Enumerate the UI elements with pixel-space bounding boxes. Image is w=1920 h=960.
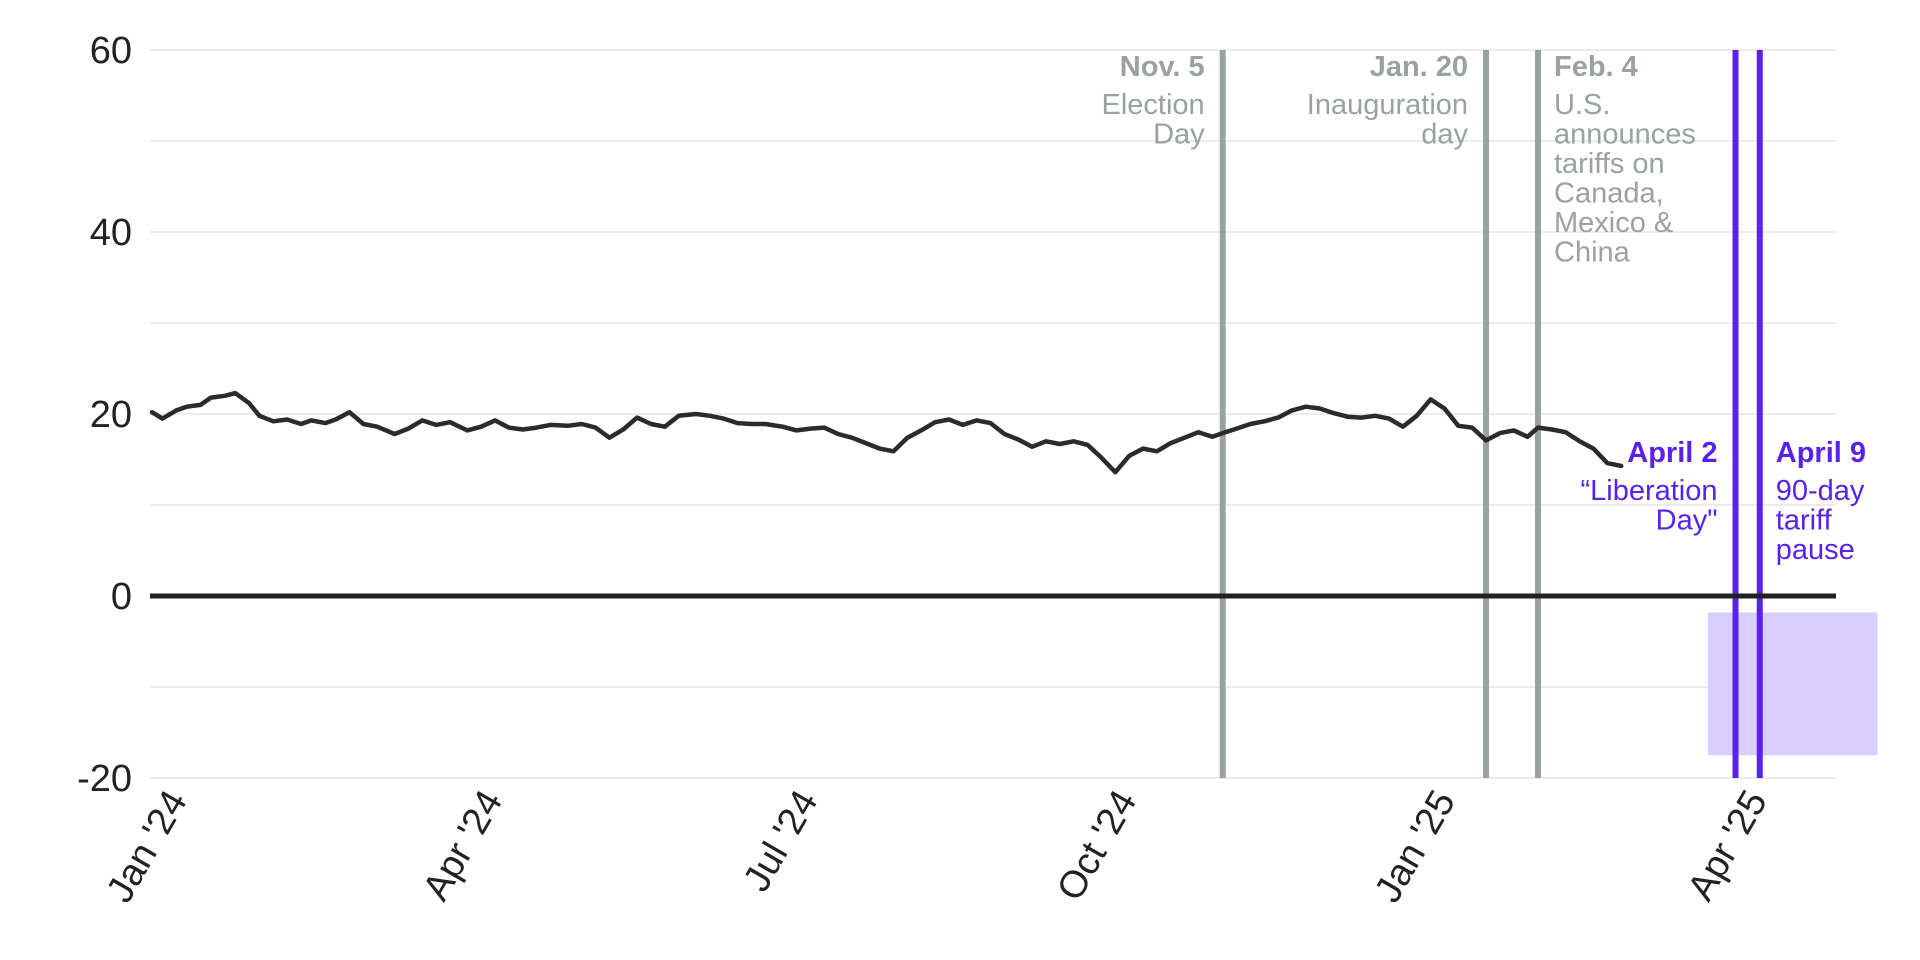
event-description-line: day <box>1421 119 1468 151</box>
event-description-line: Election <box>1102 89 1205 121</box>
event-description-line: Mexico & <box>1554 207 1673 239</box>
x-tick-label: Apr '25 <box>1680 784 1776 908</box>
series-layer <box>149 390 1624 475</box>
event-date-label: Feb. 4 <box>1554 51 1638 83</box>
event-date-label: Nov. 5 <box>1120 51 1205 83</box>
event-description-line: tariffs on <box>1554 148 1665 180</box>
event-date-label: April 2 <box>1627 437 1717 469</box>
event-description-line: “Liberation <box>1580 475 1717 507</box>
x-tick-label: Jan '24 <box>99 784 196 910</box>
event-description-line: China <box>1554 237 1631 269</box>
event-description-line: U.S. <box>1554 89 1610 121</box>
x-tick-label: Jan '25 <box>1367 784 1464 910</box>
y-tick-label: 40 <box>90 212 132 254</box>
x-tick-label: Oct '24 <box>1049 784 1145 908</box>
event-description-line: announces <box>1554 119 1696 151</box>
grid-layer <box>150 49 1836 779</box>
event-description-line: Inauguration <box>1307 89 1468 121</box>
data-series-line <box>149 390 1624 475</box>
event-date-label: April 9 <box>1776 437 1866 469</box>
y-tick-label: 0 <box>111 576 132 618</box>
event-description-line: tariff <box>1776 505 1833 537</box>
event-date-label: Jan. 20 <box>1370 51 1468 83</box>
event-description-line: 90-day <box>1776 475 1865 507</box>
x-tick-label: Apr '24 <box>415 784 511 908</box>
event-description-line: Canada, <box>1554 178 1664 210</box>
y-tick-label: -20 <box>77 758 132 800</box>
event-layer <box>1219 50 1763 778</box>
y-axis-ticks: 60 40 20 0 -20 <box>77 30 132 800</box>
x-tick-label: Jul '24 <box>736 784 827 899</box>
event-description-line: Day" <box>1656 505 1718 537</box>
x-axis-ticks: Jan '24 Apr '24 Jul '24 Oct '24 Jan '25 Apr '… <box>99 784 1776 910</box>
event-description-line: Day <box>1153 119 1205 151</box>
event-description-line: pause <box>1776 534 1855 566</box>
y-tick-label: 20 <box>90 394 132 436</box>
y-tick-label: 60 <box>90 30 132 72</box>
